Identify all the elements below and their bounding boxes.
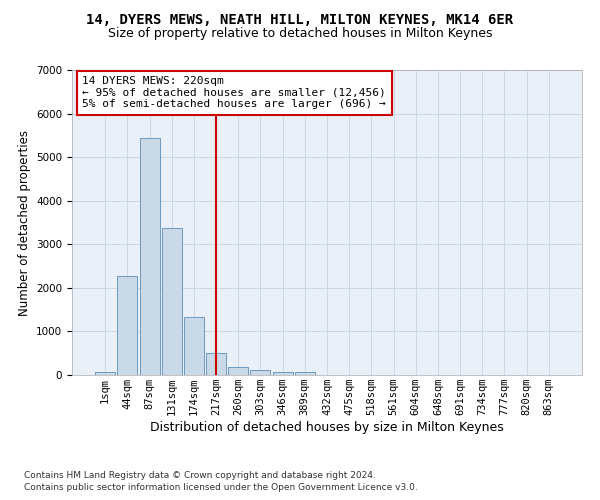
Text: 14 DYERS MEWS: 220sqm
← 95% of detached houses are smaller (12,456)
5% of semi-d: 14 DYERS MEWS: 220sqm ← 95% of detached … <box>82 76 386 110</box>
Bar <box>206 353 226 375</box>
Bar <box>95 372 115 375</box>
Y-axis label: Number of detached properties: Number of detached properties <box>17 130 31 316</box>
Text: Contains public sector information licensed under the Open Government Licence v3: Contains public sector information licen… <box>24 484 418 492</box>
Bar <box>272 372 293 375</box>
Bar <box>140 138 160 375</box>
Text: Size of property relative to detached houses in Milton Keynes: Size of property relative to detached ho… <box>108 28 492 40</box>
X-axis label: Distribution of detached houses by size in Milton Keynes: Distribution of detached houses by size … <box>150 421 504 434</box>
Bar <box>118 276 137 375</box>
Bar <box>162 228 182 375</box>
Bar <box>295 372 315 375</box>
Text: Contains HM Land Registry data © Crown copyright and database right 2024.: Contains HM Land Registry data © Crown c… <box>24 471 376 480</box>
Bar <box>184 318 204 375</box>
Bar <box>250 370 271 375</box>
Bar <box>228 368 248 375</box>
Text: 14, DYERS MEWS, NEATH HILL, MILTON KEYNES, MK14 6ER: 14, DYERS MEWS, NEATH HILL, MILTON KEYNE… <box>86 12 514 26</box>
